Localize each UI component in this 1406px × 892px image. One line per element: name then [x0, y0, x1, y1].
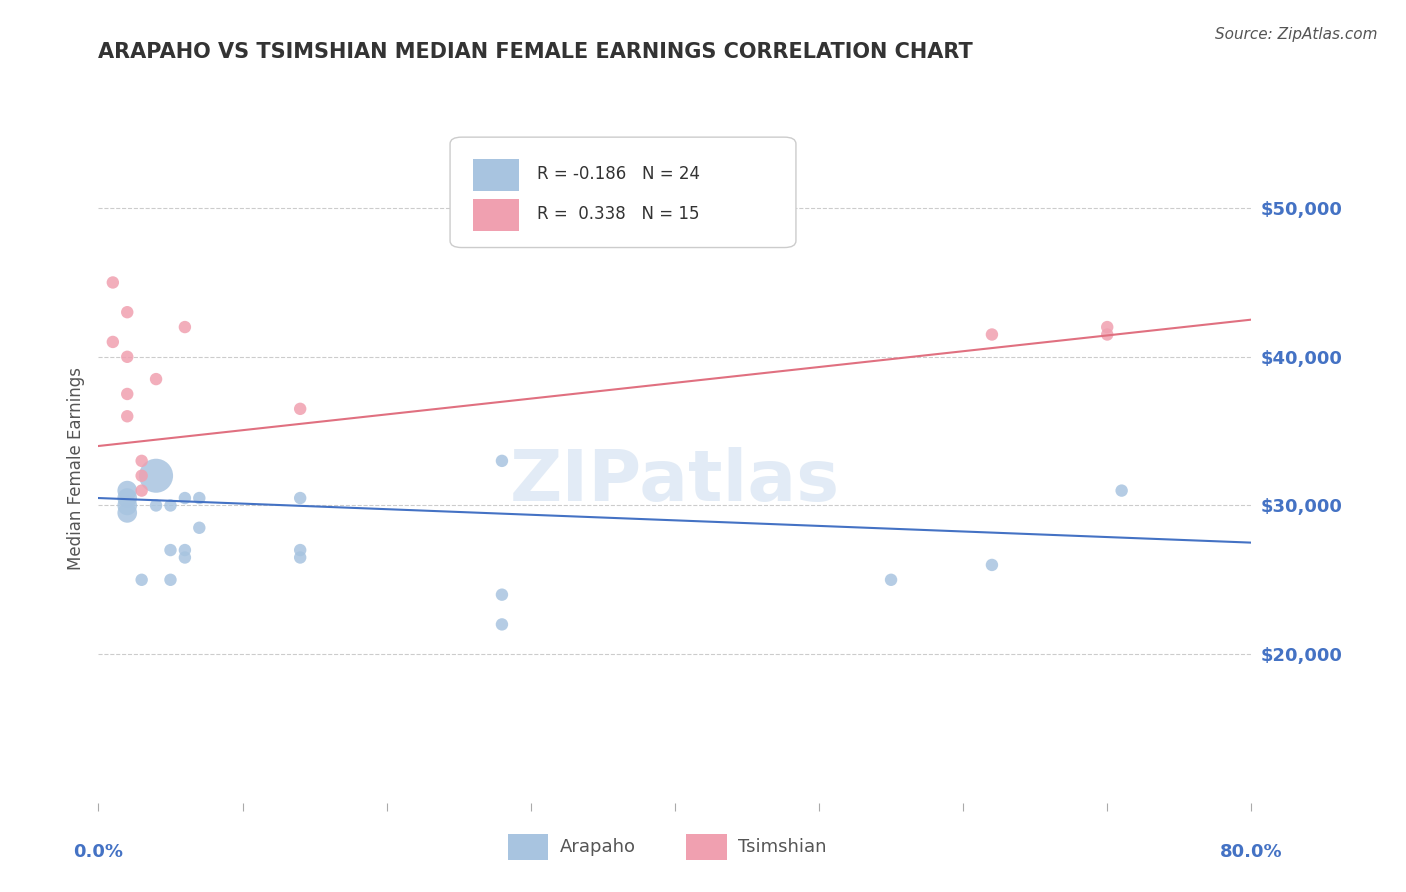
- Point: [159, 573, 181, 587]
- Point: [101, 334, 124, 349]
- Point: [188, 521, 211, 535]
- Point: [117, 506, 138, 520]
- Point: [290, 550, 312, 565]
- Point: [145, 372, 167, 386]
- Point: [491, 617, 513, 632]
- Point: [117, 499, 138, 513]
- Point: [491, 588, 513, 602]
- Point: [145, 468, 167, 483]
- FancyBboxPatch shape: [686, 834, 727, 860]
- Point: [1111, 483, 1133, 498]
- Point: [880, 573, 903, 587]
- Point: [117, 350, 138, 364]
- Point: [188, 491, 211, 505]
- Point: [159, 543, 181, 558]
- FancyBboxPatch shape: [472, 199, 519, 231]
- Point: [131, 468, 153, 483]
- FancyBboxPatch shape: [450, 137, 796, 248]
- Text: Arapaho: Arapaho: [560, 838, 636, 856]
- Point: [491, 454, 513, 468]
- Text: 0.0%: 0.0%: [73, 843, 124, 861]
- FancyBboxPatch shape: [508, 834, 548, 860]
- Point: [174, 550, 197, 565]
- Point: [117, 387, 138, 401]
- Text: ARAPAHO VS TSIMSHIAN MEDIAN FEMALE EARNINGS CORRELATION CHART: ARAPAHO VS TSIMSHIAN MEDIAN FEMALE EARNI…: [98, 43, 973, 62]
- FancyBboxPatch shape: [472, 159, 519, 191]
- Point: [981, 558, 1004, 572]
- Point: [1097, 327, 1119, 342]
- Text: ZIPatlas: ZIPatlas: [510, 447, 839, 516]
- Text: Source: ZipAtlas.com: Source: ZipAtlas.com: [1215, 27, 1378, 42]
- Text: R =  0.338   N = 15: R = 0.338 N = 15: [537, 205, 699, 223]
- Point: [117, 483, 138, 498]
- Point: [117, 491, 138, 505]
- Point: [101, 276, 124, 290]
- Point: [131, 454, 153, 468]
- Point: [174, 543, 197, 558]
- Point: [290, 543, 312, 558]
- Point: [131, 573, 153, 587]
- Point: [159, 499, 181, 513]
- Point: [117, 305, 138, 319]
- Point: [981, 327, 1004, 342]
- Y-axis label: Median Female Earnings: Median Female Earnings: [66, 367, 84, 570]
- Point: [290, 401, 312, 416]
- Point: [174, 320, 197, 334]
- Point: [131, 483, 153, 498]
- Text: R = -0.186   N = 24: R = -0.186 N = 24: [537, 165, 700, 183]
- Point: [117, 409, 138, 424]
- Point: [174, 491, 197, 505]
- Point: [1097, 320, 1119, 334]
- Text: 80.0%: 80.0%: [1220, 843, 1282, 861]
- Point: [290, 491, 312, 505]
- Point: [145, 499, 167, 513]
- Text: Tsimshian: Tsimshian: [738, 838, 827, 856]
